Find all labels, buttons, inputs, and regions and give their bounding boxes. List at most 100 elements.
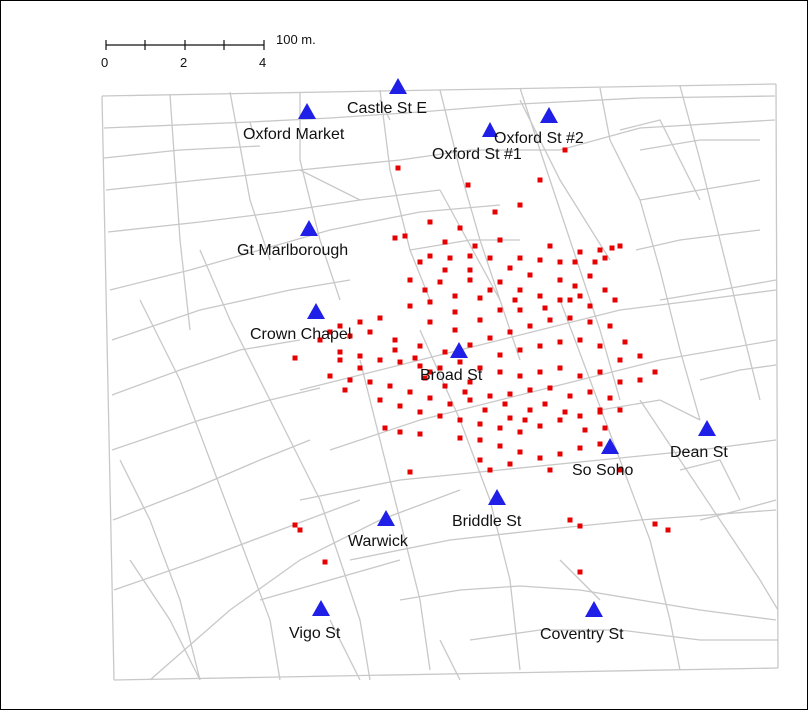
death-marker bbox=[392, 347, 398, 353]
death-marker bbox=[422, 287, 428, 293]
scale-tick-label: 0 bbox=[101, 55, 108, 70]
death-marker bbox=[572, 283, 578, 289]
death-marker bbox=[607, 323, 613, 329]
death-marker bbox=[487, 287, 493, 293]
death-marker bbox=[587, 273, 593, 279]
pump-label: So Soho bbox=[572, 462, 633, 479]
death-marker bbox=[467, 342, 473, 348]
death-marker bbox=[592, 259, 598, 265]
pump-icon bbox=[488, 489, 506, 505]
death-marker bbox=[487, 255, 493, 261]
death-marker bbox=[507, 415, 513, 421]
death-marker bbox=[517, 202, 523, 208]
death-marker bbox=[607, 395, 613, 401]
death-marker bbox=[442, 383, 448, 389]
scale-tick-label: 4 bbox=[259, 55, 266, 70]
death-marker bbox=[527, 323, 533, 329]
death-marker bbox=[577, 249, 583, 255]
scale-tick-label: 2 bbox=[180, 55, 187, 70]
death-marker bbox=[507, 461, 513, 467]
death-marker bbox=[557, 417, 563, 423]
pump-icon bbox=[698, 420, 716, 436]
death-marker bbox=[467, 397, 473, 403]
death-marker bbox=[557, 259, 563, 265]
death-marker bbox=[517, 287, 523, 293]
death-marker bbox=[562, 409, 568, 415]
scale-unit-label: 100 m. bbox=[276, 32, 316, 47]
death-marker bbox=[497, 443, 503, 449]
death-marker bbox=[522, 417, 528, 423]
pump-icon bbox=[377, 510, 395, 526]
death-marker bbox=[665, 527, 671, 533]
death-marker bbox=[417, 343, 423, 349]
pump-label: Coventry St bbox=[540, 626, 624, 643]
death-marker bbox=[465, 182, 471, 188]
death-marker bbox=[437, 365, 443, 371]
death-marker bbox=[482, 407, 488, 413]
death-marker bbox=[477, 437, 483, 443]
death-marker bbox=[527, 407, 533, 413]
death-marker bbox=[347, 377, 353, 383]
pump-label: Dean St bbox=[670, 444, 728, 461]
death-marker bbox=[382, 425, 388, 431]
death-marker bbox=[477, 317, 483, 323]
death-marker bbox=[517, 449, 523, 455]
death-marker bbox=[537, 257, 543, 263]
death-marker bbox=[602, 287, 608, 293]
death-marker bbox=[587, 303, 593, 309]
death-marker bbox=[407, 303, 413, 309]
death-marker bbox=[462, 389, 468, 395]
death-marker bbox=[452, 309, 458, 315]
death-marker bbox=[587, 389, 593, 395]
death-marker bbox=[577, 413, 583, 419]
death-marker bbox=[497, 352, 503, 358]
death-marker bbox=[557, 451, 563, 457]
death-marker bbox=[452, 327, 458, 333]
death-marker bbox=[637, 353, 643, 359]
death-marker bbox=[517, 347, 523, 353]
death-marker bbox=[467, 253, 473, 259]
death-marker bbox=[622, 339, 628, 345]
death-marker bbox=[457, 435, 463, 441]
death-marker bbox=[507, 329, 513, 335]
death-marker bbox=[427, 219, 433, 225]
death-marker bbox=[452, 293, 458, 299]
death-marker bbox=[612, 297, 618, 303]
death-marker bbox=[617, 407, 623, 413]
death-marker bbox=[357, 319, 363, 325]
death-marker bbox=[652, 521, 658, 527]
death-marker bbox=[517, 255, 523, 261]
death-marker bbox=[577, 373, 583, 379]
death-marker bbox=[502, 401, 508, 407]
death-marker bbox=[487, 467, 493, 473]
death-marker bbox=[577, 337, 583, 343]
death-marker bbox=[357, 353, 363, 359]
death-marker bbox=[537, 423, 543, 429]
death-marker bbox=[367, 329, 373, 335]
death-marker bbox=[537, 293, 543, 299]
death-marker bbox=[387, 383, 393, 389]
death-marker bbox=[427, 369, 433, 375]
death-marker bbox=[527, 272, 533, 278]
death-marker bbox=[467, 277, 473, 283]
death-marker bbox=[337, 349, 343, 355]
death-marker bbox=[442, 267, 448, 273]
death-marker bbox=[492, 209, 498, 215]
death-marker bbox=[402, 233, 408, 239]
death-marker bbox=[297, 527, 303, 533]
death-marker bbox=[317, 337, 323, 343]
death-marker bbox=[497, 369, 503, 375]
death-marker bbox=[472, 243, 478, 249]
pump-icon bbox=[298, 103, 316, 119]
death-marker bbox=[517, 373, 523, 379]
pump-label: Oxford St #2 bbox=[494, 130, 584, 147]
death-marker bbox=[292, 522, 298, 528]
death-marker bbox=[392, 235, 398, 241]
death-marker bbox=[597, 407, 603, 413]
death-marker bbox=[517, 429, 523, 435]
death-marker bbox=[367, 379, 373, 385]
death-marker bbox=[417, 431, 423, 437]
pump-label: Castle St E bbox=[347, 100, 427, 117]
death-marker bbox=[507, 391, 513, 397]
death-marker bbox=[417, 363, 423, 369]
